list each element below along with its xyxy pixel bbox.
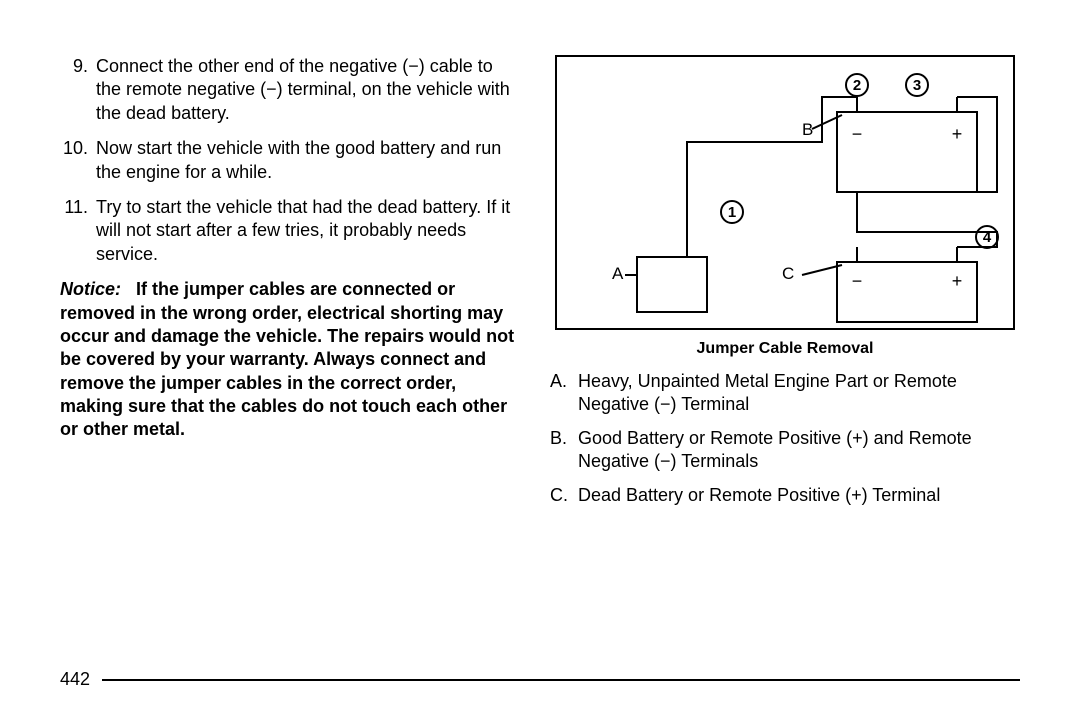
legend-text: Good Battery or Remote Positive (+) and …: [578, 427, 1020, 474]
engine-part-rect: [637, 257, 707, 312]
label-c-text: C: [782, 264, 794, 283]
callout-2-text: 2: [853, 77, 861, 94]
legend-item-c: C. Dead Battery or Remote Positive (+) T…: [550, 484, 1020, 507]
step-11: 11. Try to start the vehicle that had th…: [60, 196, 520, 266]
step-9: 9. Connect the other end of the negative…: [60, 55, 520, 125]
battery-c-minus: −: [852, 271, 863, 291]
cable-2-to-1: [687, 97, 857, 197]
callout-3-text: 3: [913, 77, 921, 94]
page-number: 442: [60, 669, 90, 690]
instruction-steps: 9. Connect the other end of the negative…: [60, 55, 520, 266]
legend-list: A. Heavy, Unpainted Metal Engine Part or…: [550, 370, 1020, 507]
step-text: Now start the vehicle with the good batt…: [96, 137, 520, 184]
battery-c-plus: +: [952, 271, 963, 291]
label-a-text: A: [612, 264, 624, 283]
legend-letter: C.: [550, 484, 578, 507]
notice-body: If the jumper cables are connected or re…: [60, 279, 514, 439]
notice-paragraph: Notice: If the jumper cables are connect…: [60, 278, 520, 442]
jumper-cable-diagram: 2 3 − + − + 1 4: [555, 55, 1015, 330]
notice-lead: Notice:: [60, 279, 121, 299]
battery-b-plus: +: [952, 124, 963, 144]
right-column: 2 3 − + − + 1 4: [550, 55, 1020, 659]
diagram-caption: Jumper Cable Removal: [550, 340, 1020, 358]
battery-b-minus: −: [852, 124, 863, 144]
legend-item-b: B. Good Battery or Remote Positive (+) a…: [550, 427, 1020, 474]
page-footer: 442: [60, 659, 1020, 690]
legend-letter: B.: [550, 427, 578, 474]
legend-text: Heavy, Unpainted Metal Engine Part or Re…: [578, 370, 1020, 417]
step-text: Connect the other end of the negative (−…: [96, 55, 520, 125]
label-b-text: B: [802, 120, 813, 139]
legend-letter: A.: [550, 370, 578, 417]
footer-rule: [102, 679, 1020, 681]
callout-1-text: 1: [728, 204, 736, 221]
step-number: 11.: [60, 196, 96, 266]
step-text: Try to start the vehicle that had the de…: [96, 196, 520, 266]
step-number: 10.: [60, 137, 96, 184]
step-10: 10. Now start the vehicle with the good …: [60, 137, 520, 184]
diagram-svg: 2 3 − + − + 1 4: [557, 57, 1017, 332]
legend-item-a: A. Heavy, Unpainted Metal Engine Part or…: [550, 370, 1020, 417]
legend-text: Dead Battery or Remote Positive (+) Term…: [578, 484, 1020, 507]
step-number: 9.: [60, 55, 96, 125]
left-column: 9. Connect the other end of the negative…: [60, 55, 520, 659]
